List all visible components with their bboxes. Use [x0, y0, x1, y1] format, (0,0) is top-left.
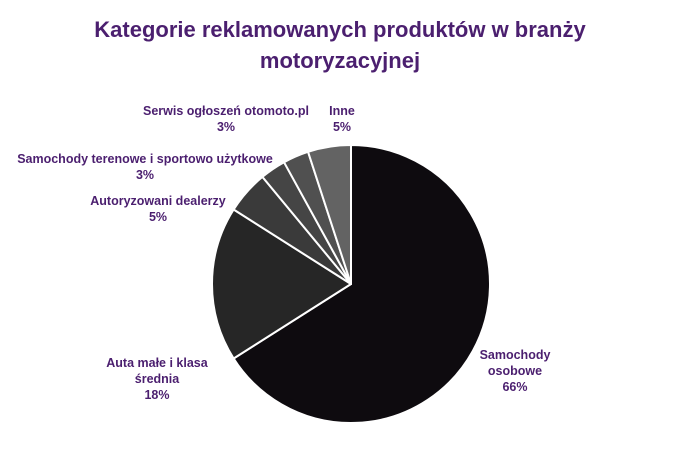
pie-slice-2	[211, 208, 352, 360]
slice-value-label: 5%	[149, 210, 167, 224]
slice-label-3: Autoryzowani dealerzy 5%	[90, 194, 225, 224]
slice-label-5: Serwis ogłoszeń otomoto.pl 3%	[143, 104, 309, 134]
slice-label-4: Samochody terenowe i sportowo użytkowe 3%	[17, 152, 273, 182]
slice-category-label: Serwis ogłoszeń otomoto.pl	[143, 104, 309, 118]
slice-category-label: Auta małe i klasa	[106, 356, 208, 370]
slice-label-6: Inne 5%	[329, 104, 355, 134]
slice-category-label: Inne	[329, 104, 355, 118]
pie-slices	[211, 144, 491, 424]
pie-labels: Samochody osobowe 66% Auta małe i klasa śred…	[17, 104, 550, 402]
slice-label-1: Samochody osobowe 66%	[480, 348, 551, 394]
chart-title-line-2: motoryzacyjnej	[259, 48, 421, 73]
pie-slice-1	[232, 144, 491, 424]
slice-value-label: 3%	[136, 168, 154, 182]
slice-category-label: Samochody terenowe i sportowo użytkowe	[17, 152, 273, 166]
slice-category-label: średnia	[135, 372, 181, 386]
slice-category-label: osobowe	[488, 364, 542, 378]
chart-title: Kategorie reklamowanych produktów w bran…	[0, 14, 680, 76]
slice-value-label: 5%	[333, 120, 351, 134]
chart-title-line-1: Kategorie reklamowanych produktów w bran…	[94, 17, 586, 42]
slice-value-label: 3%	[217, 120, 235, 134]
slice-label-2: Auta małe i klasa średnia 18%	[106, 356, 208, 402]
slice-category-label: Autoryzowani dealerzy	[90, 194, 225, 208]
slice-category-label: Samochody	[480, 348, 551, 362]
slice-value-label: 66%	[502, 380, 527, 394]
slice-value-label: 18%	[144, 388, 169, 402]
pie-slice-6	[307, 144, 352, 285]
